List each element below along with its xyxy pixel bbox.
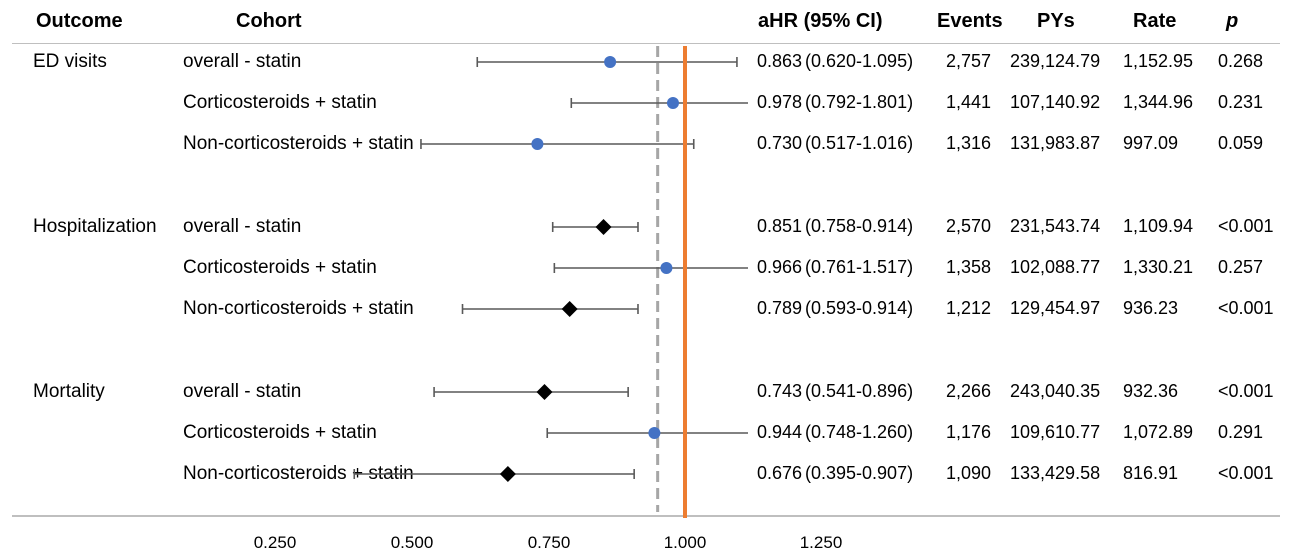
cohort-label: Non-corticosteroids + statin <box>183 298 414 319</box>
p-value: 0.268 <box>1218 51 1264 71</box>
rate-value: 1,072.89 <box>1123 422 1194 442</box>
point-marker-circle <box>531 138 544 150</box>
header-cohort: Cohort <box>236 10 302 32</box>
rate-value: 936.23 <box>1123 298 1179 318</box>
header-outcome: Outcome <box>36 10 123 32</box>
x-tick-label: 0.750 <box>527 533 571 552</box>
ahr-value: 0.966 <box>757 257 803 277</box>
pys-value: 231,543.74 <box>1010 216 1101 236</box>
pys-value: 239,124.79 <box>1010 51 1101 71</box>
header-rate: Rate <box>1133 10 1177 32</box>
group-label-hospitalization: Hospitalization <box>33 216 157 237</box>
ci-value: (0.620-1.095) <box>805 51 914 71</box>
ahr-value: 0.944 <box>757 422 803 442</box>
events-value: 1,441 <box>946 92 992 112</box>
pys-value: 129,454.97 <box>1010 298 1101 318</box>
ahr-value: 0.789 <box>757 298 803 318</box>
x-tick-label: 0.250 <box>253 533 297 552</box>
ahr-value: 0.676 <box>757 463 803 483</box>
p-value: 0.231 <box>1218 92 1264 112</box>
ci-value: (0.541-0.896) <box>805 381 914 401</box>
events-value: 2,266 <box>946 381 992 401</box>
point-marker-circle <box>660 262 673 274</box>
header-pys: PYs <box>1037 10 1075 32</box>
point-marker-diamond <box>499 466 516 482</box>
rate-value: 1,330.21 <box>1123 257 1194 277</box>
ci-value: (0.748-1.260) <box>805 422 914 442</box>
bottom-divider <box>12 515 1280 517</box>
pys-value: 131,983.87 <box>1010 133 1101 153</box>
rate-value: 816.91 <box>1123 463 1179 483</box>
rate-value: 1,152.95 <box>1123 51 1194 71</box>
pys-value: 109,610.77 <box>1010 422 1101 442</box>
cohort-label: overall - statin <box>183 51 302 72</box>
point-marker-circle <box>604 56 617 68</box>
p-value: 0.059 <box>1218 133 1264 153</box>
cohort-label: Corticosteroids + statin <box>183 422 377 443</box>
pys-value: 107,140.92 <box>1010 92 1101 112</box>
cohort-label: Non-corticosteroids + statin <box>183 133 414 154</box>
cohort-label: Corticosteroids + statin <box>183 92 377 113</box>
ci-value: (0.758-0.914) <box>805 216 914 236</box>
ci-value: (0.517-1.016) <box>805 133 914 153</box>
pys-value: 102,088.77 <box>1010 257 1101 277</box>
rate-value: 1,344.96 <box>1123 92 1194 112</box>
events-value: 1,212 <box>946 298 992 318</box>
p-value: <0.001 <box>1218 463 1274 483</box>
point-marker-circle <box>666 97 679 109</box>
ci-value: (0.395-0.907) <box>805 463 914 483</box>
point-marker-diamond <box>595 219 612 235</box>
events-value: 1,090 <box>946 463 992 483</box>
p-value: 0.291 <box>1218 422 1264 442</box>
header-divider <box>12 43 1280 44</box>
ahr-value: 0.863 <box>757 51 803 71</box>
ahr-value: 0.978 <box>757 92 803 112</box>
rate-value: 932.36 <box>1123 381 1179 401</box>
point-marker-circle <box>648 427 661 439</box>
pys-value: 133,429.58 <box>1010 463 1101 483</box>
x-tick-label: 1.250 <box>799 533 843 552</box>
cohort-label: Non-corticosteroids + statin <box>183 463 414 484</box>
events-value: 2,757 <box>946 51 992 71</box>
p-value: <0.001 <box>1218 216 1274 236</box>
p-value: 0.257 <box>1218 257 1264 277</box>
events-value: 1,358 <box>946 257 992 277</box>
cohort-label: Corticosteroids + statin <box>183 257 377 278</box>
events-value: 2,570 <box>946 216 992 236</box>
cohort-label: overall - statin <box>183 381 302 402</box>
x-tick-label: 1.000 <box>663 533 707 552</box>
group-label-ed-visits: ED visits <box>33 51 107 72</box>
cohort-label: overall - statin <box>183 216 302 237</box>
ahr-value: 0.730 <box>757 133 803 153</box>
point-marker-diamond <box>561 301 578 317</box>
group-label-mortality: Mortality <box>33 381 105 402</box>
rate-value: 1,109.94 <box>1123 216 1194 236</box>
rate-value: 997.09 <box>1123 133 1179 153</box>
ci-value: (0.792-1.801) <box>805 92 914 112</box>
header-events: Events <box>937 10 1003 32</box>
pys-value: 243,040.35 <box>1010 381 1101 401</box>
events-value: 1,316 <box>946 133 992 153</box>
header-p: p <box>1226 10 1239 32</box>
ci-value: (0.761-1.517) <box>805 257 914 277</box>
events-value: 1,176 <box>946 422 992 442</box>
p-value: <0.001 <box>1218 381 1274 401</box>
x-tick-label: 0.500 <box>390 533 434 552</box>
ahr-value: 0.743 <box>757 381 803 401</box>
p-value: <0.001 <box>1218 298 1274 318</box>
ci-value: (0.593-0.914) <box>805 298 914 318</box>
ahr-value: 0.851 <box>757 216 803 236</box>
header-ahr: aHR (95% CI) <box>758 10 883 32</box>
point-marker-diamond <box>536 384 553 400</box>
